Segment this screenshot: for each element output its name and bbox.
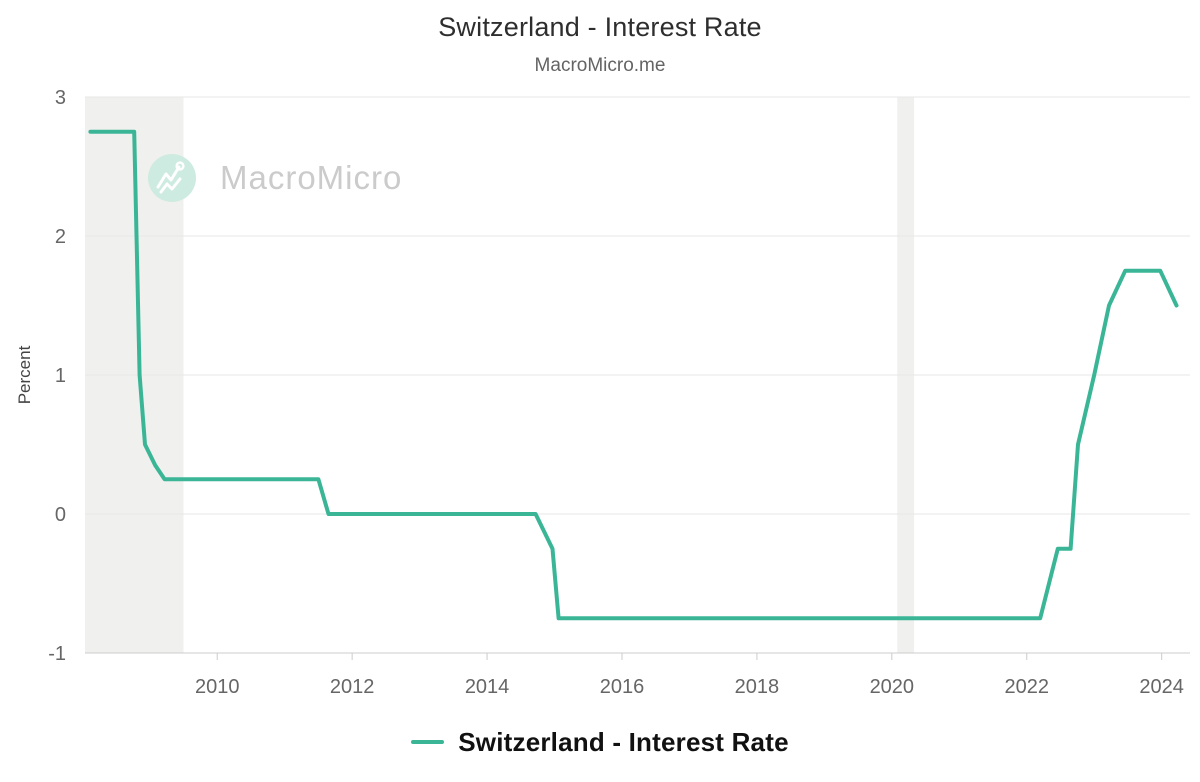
legend-item-switzerland-interest-rate[interactable]: Switzerland - Interest Rate	[0, 720, 1200, 764]
y-axis-title: Percent	[15, 345, 34, 404]
y-axis-label: 2	[55, 226, 66, 248]
x-axis-label: 2012	[330, 676, 375, 698]
legend-line-swatch	[411, 740, 445, 744]
watermark-logo-dot-icon	[175, 161, 185, 171]
series-line-switzerland-interest-rate	[88, 129, 1179, 621]
x-axis-label: 2020	[870, 676, 915, 698]
x-axis-label: 2022	[1004, 676, 1049, 698]
x-axis-label: 2016	[600, 676, 645, 698]
y-axis-label: -1	[48, 643, 66, 665]
x-axis-label: 2018	[735, 676, 780, 698]
y-axis-label: 0	[55, 504, 66, 526]
x-axis-label: 2010	[195, 676, 240, 698]
y-axis-label: 3	[55, 90, 66, 109]
macromicro-logo-icon	[156, 165, 181, 189]
y-axis-label: 1	[55, 365, 66, 387]
macromicro-logo-icon	[159, 177, 182, 194]
x-axis-label: 2014	[465, 676, 510, 698]
legend-label: Switzerland - Interest Rate	[458, 726, 789, 757]
chart-subtitle: MacroMicro.me	[534, 55, 666, 76]
x-axis-label: 2024	[1139, 676, 1184, 698]
page-title: Switzerland - Interest Rate	[438, 12, 762, 42]
watermark-text: MacroMicro	[220, 159, 402, 196]
